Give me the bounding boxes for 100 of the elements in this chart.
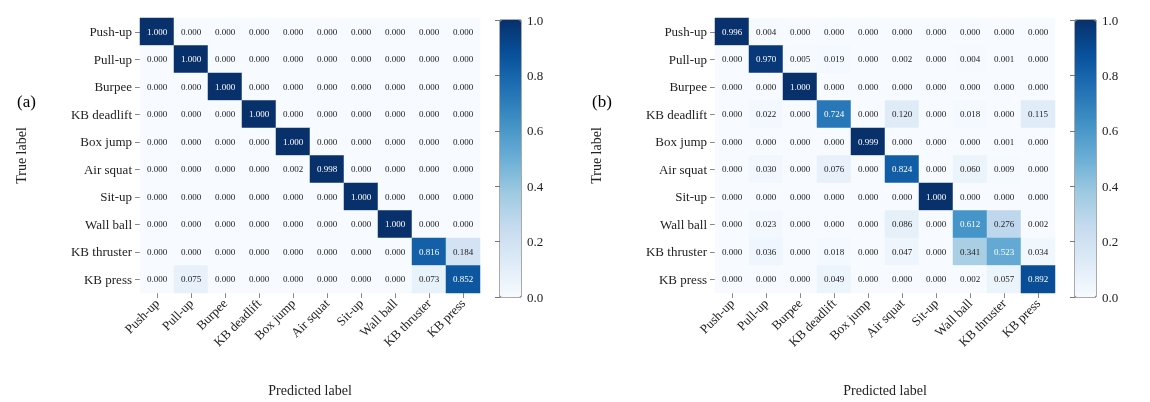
data-label: 0.000 [857, 109, 879, 120]
data-label: 0.612 [959, 219, 981, 230]
data-label: 0.000 [823, 219, 845, 230]
y-tick-label: Burpee [94, 79, 133, 95]
data-label: 0.000 [180, 191, 202, 202]
data-label: 0.999 [857, 136, 879, 147]
data-label: 0.000 [721, 219, 743, 230]
data-label: 0.276 [993, 219, 1015, 230]
data-label: 0.000 [316, 136, 338, 147]
data-label: 0.000 [1027, 26, 1049, 37]
y-tick-label: KB deadlift [70, 106, 133, 122]
data-label: 0.824 [891, 164, 913, 175]
data-label: 0.000 [721, 136, 743, 147]
data-label: 0.000 [993, 26, 1015, 37]
data-label: 0.000 [384, 191, 406, 202]
data-label: 0.000 [925, 54, 947, 65]
data-label: 0.000 [384, 274, 406, 285]
data-label: 0.000 [282, 219, 304, 230]
data-label: 0.000 [891, 81, 913, 92]
data-label: 0.023 [755, 219, 777, 230]
data-label: 0.002 [1027, 219, 1049, 230]
data-label: 0.009 [993, 164, 1015, 175]
data-label: 0.000 [452, 26, 474, 37]
data-label: 1.000 [350, 191, 372, 202]
data-label: 0.001 [993, 136, 1015, 147]
data-label: 0.000 [146, 191, 168, 202]
data-label: 0.000 [248, 191, 270, 202]
data-label: 0.000 [316, 191, 338, 202]
data-label: 0.341 [959, 246, 981, 257]
data-label: 0.000 [146, 81, 168, 92]
data-label: 0.000 [857, 246, 879, 257]
data-label: 0.000 [418, 191, 440, 202]
data-label: 0.000 [214, 136, 236, 147]
data-label: 0.000 [925, 164, 947, 175]
data-label: 0.000 [925, 274, 947, 285]
data-label: 0.000 [925, 246, 947, 257]
data-label: 0.523 [993, 246, 1015, 257]
data-label: 0.075 [180, 274, 202, 285]
data-label: 0.000 [214, 109, 236, 120]
data-label: 0.000 [452, 191, 474, 202]
data-label: 0.000 [248, 81, 270, 92]
data-label: 0.000 [146, 109, 168, 120]
data-label: 0.000 [891, 26, 913, 37]
color-bar-label: 0.6 [527, 123, 544, 139]
data-label: 0.000 [1027, 164, 1049, 175]
data-label: 0.000 [857, 274, 879, 285]
data-label: 0.000 [316, 274, 338, 285]
data-label: 0.000 [452, 136, 474, 147]
data-label: 0.000 [384, 136, 406, 147]
data-label: 0.000 [789, 274, 811, 285]
data-label: 0.000 [993, 191, 1015, 202]
y-tick-label: KB press [658, 271, 707, 287]
data-label: 0.000 [384, 164, 406, 175]
data-label: 0.000 [282, 54, 304, 65]
color-bar-label: 1.0 [1102, 12, 1119, 28]
data-label: 0.000 [755, 81, 777, 92]
data-label: 0.000 [891, 274, 913, 285]
color-bar-label: 0.8 [1102, 67, 1119, 83]
data-label: 0.000 [1027, 136, 1049, 147]
text: (b) [592, 92, 612, 111]
data-label: 0.184 [452, 246, 474, 257]
y-tick-label: Air squat [83, 161, 133, 177]
data-label: 0.000 [418, 81, 440, 92]
data-label: 0.000 [214, 164, 236, 175]
data-label: 0.000 [282, 26, 304, 37]
data-label: 0.004 [959, 54, 981, 65]
y-axis-title: True label [13, 127, 29, 184]
data-label: 0.000 [146, 54, 168, 65]
data-label: 0.000 [248, 274, 270, 285]
data-label: 0.000 [214, 219, 236, 230]
data-label: 0.000 [316, 81, 338, 92]
data-label: 0.000 [214, 26, 236, 37]
data-label: 0.000 [857, 191, 879, 202]
data-label: 0.002 [282, 164, 304, 175]
data-label: 0.000 [959, 191, 981, 202]
data-label: 0.892 [1027, 274, 1049, 285]
data-label: 0.000 [755, 191, 777, 202]
data-label: 0.073 [418, 274, 440, 285]
data-label: 0.000 [721, 54, 743, 65]
data-label: 0.000 [384, 26, 406, 37]
y-tick-label: Pull-up [668, 51, 707, 67]
color-bar-label: 1.0 [527, 12, 544, 28]
data-label: 0.000 [891, 136, 913, 147]
data-label: 0.000 [925, 109, 947, 120]
text: (a) [17, 92, 36, 111]
data-label: 0.000 [282, 191, 304, 202]
data-label: 0.004 [755, 26, 777, 37]
data-label: 1.000 [146, 26, 168, 37]
data-label: 0.000 [316, 246, 338, 257]
data-label: 0.000 [350, 219, 372, 230]
data-label: 0.000 [350, 274, 372, 285]
data-label: 0.049 [823, 274, 845, 285]
data-label: 0.000 [180, 109, 202, 120]
y-axis-title: True label [588, 127, 604, 184]
data-label: 0.002 [959, 274, 981, 285]
data-label: 0.000 [350, 136, 372, 147]
data-label: 0.001 [993, 54, 1015, 65]
data-label: 0.000 [418, 109, 440, 120]
data-label: 0.000 [721, 191, 743, 202]
data-label: 0.000 [384, 109, 406, 120]
